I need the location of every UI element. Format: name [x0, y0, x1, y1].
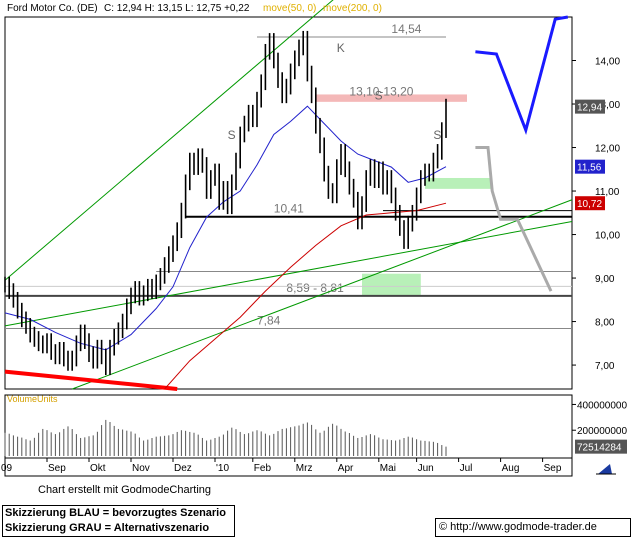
price-badge-label: 11,56 [577, 163, 602, 174]
volume-panel [4, 394, 573, 459]
price-badge [575, 159, 605, 174]
price-layer: 14,54 13,10-13,20 10,41 8,59 - 8,81 7,84 S K S S [4, 0, 573, 391]
x-tick-label: Feb [254, 463, 272, 474]
channel-mid [4, 220, 573, 327]
level-8-59-label: 8,59 - 8,81 [286, 281, 344, 295]
y-tick-label: 11,00 [595, 187, 620, 198]
x-tick-label: Apr [338, 463, 354, 474]
volume-badge-label: 72514284 [577, 443, 622, 454]
scenario-grey [475, 146, 553, 292]
y-tick-label: 8,00 [595, 318, 615, 329]
trend-arrow-icon [596, 464, 616, 475]
ma200-legend: move(200, 0) [323, 3, 382, 14]
support-line-red [4, 369, 178, 391]
volume-tick-label: 200000000 [577, 426, 627, 437]
volume-badge [575, 439, 627, 454]
copyright-icon: © [439, 521, 448, 533]
price-badge [575, 99, 605, 114]
axis-layer: 14,00 13,00 12,00 11,00 10,00 9,00 8,00 7,00 12,… [1, 57, 627, 474]
pattern-label: S [375, 89, 383, 103]
y-tick-label: 14,00 [595, 57, 620, 68]
volume-tick-label: 400000000 [577, 400, 627, 411]
x-tick-label: '10 [216, 463, 229, 474]
scenario-blue [475, 15, 569, 135]
price-badge-label: 10,72 [577, 199, 602, 210]
source-url[interactable]: http://www.godmode-trader.de [450, 521, 597, 533]
level-10-41-label: 10,41 [274, 202, 304, 216]
x-tick-label: Nov [132, 463, 150, 474]
x-tick-label: Jun [418, 463, 434, 474]
x-tick-label: Sep [48, 463, 66, 474]
y-tick-label: 13,00 [595, 100, 620, 111]
x-tick-label: Mai [380, 463, 396, 474]
price-panel [4, 16, 573, 390]
x-tick-label: 09 [1, 463, 13, 474]
volume-label: VolumeUnits [7, 394, 58, 404]
y-tick-label: 7,00 [595, 361, 615, 372]
y-tick-label: 12,00 [595, 144, 620, 155]
entry-zone-green [425, 177, 493, 189]
price-badge-label: 12,94 [577, 103, 602, 114]
price-badge [575, 196, 605, 211]
level-14-54-label: 14,54 [391, 22, 421, 36]
volume-layer [4, 419, 447, 456]
scenario-legend: Skizzierung BLAU = bevorzugtes Szenario … [2, 505, 235, 537]
y-tick-label: 10,00 [595, 231, 620, 242]
chart-title: Ford Motor Co. (DE) [7, 3, 98, 14]
note-grey: Skizzierung GRAU = Alternativszenario [5, 522, 210, 534]
x-tick-label: Jul [460, 463, 473, 474]
pattern-label: S [433, 128, 441, 142]
chart-credit: Chart erstellt mit GodmodeCharting [38, 484, 212, 496]
pattern-label: S [228, 128, 236, 142]
pattern-label: K [337, 41, 345, 55]
ma50-legend: move(50, 0) [263, 3, 316, 14]
x-tick-label: Mrz [296, 463, 313, 474]
support-zone-green [362, 273, 421, 296]
date-axis [4, 457, 573, 477]
x-tick-label: Sep [544, 463, 562, 474]
x-tick-label: Okt [90, 463, 106, 474]
level-13-10-label: 13,10-13,20 [349, 85, 413, 99]
level-7-84-label: 7,84 [257, 314, 281, 328]
x-tick-label: Dez [174, 463, 192, 474]
channel-lower [72, 199, 573, 390]
price-quote: C: 12,94 H: 13,15 L: 12,75 +0,22 [104, 3, 250, 14]
note-blue: Skizzierung BLAU = bevorzugtes Szenario [5, 507, 226, 519]
channel-upper [4, 0, 334, 281]
y-tick-label: 9,00 [595, 274, 615, 285]
resistance-zone [315, 94, 467, 102]
source-link[interactable]: © http://www.godmode-trader.de [435, 518, 631, 537]
x-tick-label: Aug [502, 463, 520, 474]
